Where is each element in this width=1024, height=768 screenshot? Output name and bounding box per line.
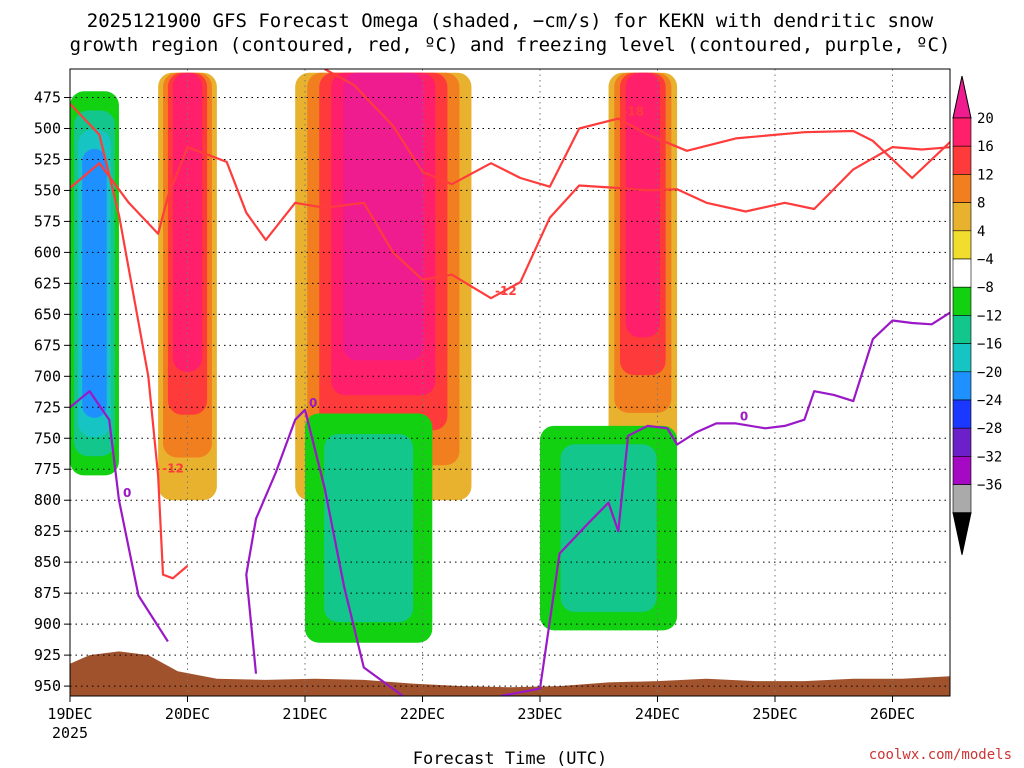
colorbar-label-5: 4: [977, 224, 985, 240]
contour-line-1: [324, 69, 950, 188]
y-tick-label-950: 950: [34, 677, 61, 695]
omega-band-3: [608, 72, 678, 451]
omega-level-6-2: [560, 444, 657, 612]
y-tick-label-850: 850: [34, 553, 61, 571]
terrain-fill: [70, 651, 950, 696]
colorbar: 20 16 12 8 4 −4 −8 −12 −16 −20 −24 −28 −32 −36: [952, 75, 1002, 555]
y-tick-label-525: 525: [34, 150, 61, 168]
omega-level-4-4: [82, 148, 107, 418]
colorbar-label-9: −16: [977, 337, 1002, 353]
colorbar-swatch-8: [952, 315, 972, 344]
contour-label-4: 0: [123, 486, 131, 500]
y-tick-label-875: 875: [34, 584, 61, 602]
colorbar-label-8: −12: [977, 308, 1002, 324]
colorbar-label-14: −36: [977, 478, 1002, 494]
y-tick-label-475: 475: [34, 89, 61, 107]
omega-band-1: [158, 72, 217, 501]
omega-level-5-2: [324, 434, 414, 623]
plot-frame: [69, 68, 951, 697]
x-axis: 19DEC 20DEC 21DEC 22DEC 23DEC 24DEC 25DEC 26DEC: [47, 696, 915, 723]
y-tick-label-775: 775: [34, 460, 61, 478]
contour-label-3: -12: [162, 461, 184, 475]
x-tick-year: 2025: [52, 724, 88, 742]
x-tick-label-25DEC: 25DEC: [752, 705, 797, 723]
y-tick-label-925: 925: [34, 646, 61, 664]
colorbar-swatch-7: [952, 286, 972, 316]
colorbar-swatch-2: [952, 145, 972, 175]
colorbar-swatch-14: [952, 484, 972, 514]
colorbar-swatch-12: [952, 427, 972, 457]
y-tick-label-500: 500: [34, 119, 61, 137]
x-axis-label: Forecast Time (UTC): [413, 749, 607, 768]
colorbar-label-13: −32: [977, 449, 1002, 465]
contour-label-5: 0: [309, 396, 317, 410]
omega-band-5: [305, 413, 433, 643]
y-tick-label-700: 700: [34, 367, 61, 385]
colorbar-swatch-5: [952, 230, 972, 260]
y-axis: 475 500 525 550 575 600 625 650 675 700 725 750 775 8…: [34, 89, 70, 695]
y-tick-label-600: 600: [34, 243, 61, 261]
x-tick-label-26DEC: 26DEC: [870, 705, 915, 723]
chart-title-line2: growth region (contoured, red, ºC) and f…: [70, 34, 951, 56]
grid-lines: [70, 69, 950, 696]
y-tick-label-675: 675: [34, 336, 61, 354]
colorbar-swatch-6: [952, 258, 972, 288]
colorbar-swatch-13: [952, 456, 972, 485]
y-tick-label-625: 625: [34, 274, 61, 292]
y-tick-label-725: 725: [34, 398, 61, 416]
contour-line-3: [70, 102, 189, 580]
colorbar-label-10: −20: [977, 365, 1002, 381]
omega-level-2-5: [343, 72, 424, 361]
contour-label-1: -18: [622, 105, 644, 119]
colorbar-bottom-arrow: [952, 512, 972, 555]
colorbar-top-arrow: [952, 75, 972, 119]
y-tick-label-750: 750: [34, 429, 61, 447]
y-tick-label-575: 575: [34, 212, 61, 230]
omega-level-1-4: [172, 72, 203, 372]
y-tick-label-900: 900: [34, 615, 61, 633]
x-tick-label-23DEC: 23DEC: [517, 705, 562, 723]
colorbar-swatch-11: [952, 399, 972, 429]
contour-label-6: 0: [740, 409, 748, 423]
colorbar-label-6: −4: [977, 252, 994, 268]
omega-band-4: [70, 91, 119, 476]
chart-title-line1: 2025121900 GFS Forecast Omega (shaded, −…: [87, 10, 934, 32]
y-tick-label-825: 825: [34, 522, 61, 540]
colorbar-label-12: −28: [977, 421, 1002, 437]
colorbar-swatch-4: [952, 202, 972, 232]
terrain-area: [70, 651, 950, 696]
omega-level-3-4: [625, 72, 660, 338]
y-tick-label-550: 550: [34, 181, 61, 199]
y-tick-label-800: 800: [34, 491, 61, 509]
colorbar-label-4: 8: [977, 196, 985, 212]
omega-band-6: [540, 425, 678, 631]
colorbar-swatch-1: [952, 117, 972, 147]
colorbar-swatch-9: [952, 343, 972, 373]
colorbar-label-1: 20: [977, 111, 994, 127]
credit-text: coolwx.com/models: [869, 747, 1012, 763]
contour-line-5: [245, 408, 404, 696]
contour-line-6: [500, 311, 950, 696]
x-tick-label-20DEC: 20DEC: [165, 705, 210, 723]
colorbar-swatch-3: [952, 174, 972, 203]
x-tick-label-24DEC: 24DEC: [635, 705, 680, 723]
x-tick-label-19DEC: 19DEC: [47, 705, 92, 723]
colorbar-swatch-10: [952, 371, 972, 401]
colorbar-label-3: 12: [977, 167, 994, 183]
contour-line-4: [70, 390, 169, 643]
contour-label-2: -12: [495, 284, 517, 298]
y-tick-label-650: 650: [34, 305, 61, 323]
colorbar-label-11: −24: [977, 393, 1002, 409]
x-tick-label-22DEC: 22DEC: [400, 705, 445, 723]
contour-lines: -18 -12 -12 0 0 0: [70, 69, 950, 696]
x-tick-label-21DEC: 21DEC: [282, 705, 327, 723]
colorbar-label-7: −8: [977, 280, 994, 296]
contour-line-2: [70, 146, 950, 300]
colorbar-label-2: 16: [977, 139, 994, 155]
